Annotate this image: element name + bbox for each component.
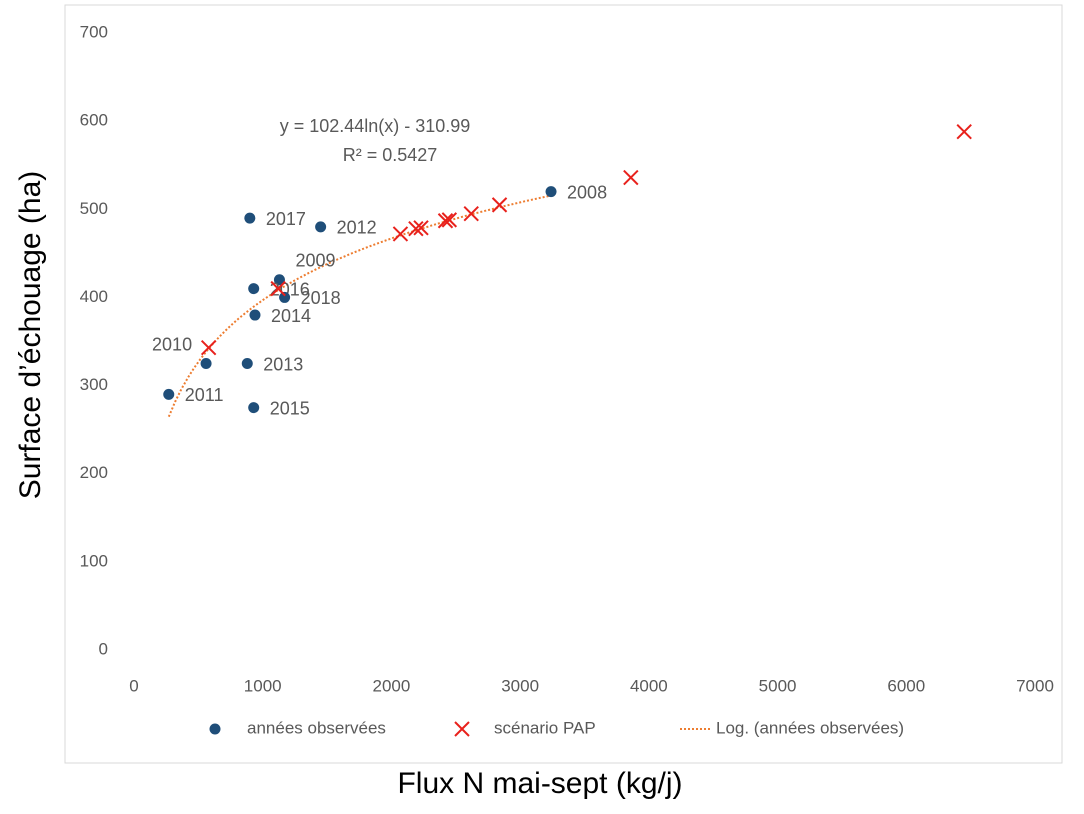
scatter-point: [163, 388, 175, 400]
scatter-point: [315, 221, 327, 233]
y-tick-label: 200: [80, 463, 108, 482]
scatter-point: [437, 213, 454, 229]
data-label: 2018: [301, 288, 341, 308]
data-label: 2009: [295, 251, 335, 271]
x-tick-label: 4000: [630, 676, 668, 695]
y-tick-label: 700: [80, 22, 108, 41]
y-tick-label: 300: [80, 375, 108, 394]
y-tick-label: 600: [80, 111, 108, 130]
scatter-point: [241, 358, 253, 370]
scatter-point: [273, 274, 285, 286]
data-label: 2013: [263, 354, 303, 374]
y-axis-title: Surface d’échouage (ha): [14, 171, 47, 500]
legend-label: Log. (années observées): [716, 718, 904, 737]
scatter-point: [244, 212, 256, 224]
scatter-point: [279, 291, 291, 303]
data-label: 2017: [266, 209, 306, 229]
x-tick-label: 1000: [244, 676, 282, 695]
y-tick-label: 500: [80, 199, 108, 218]
chart-frame: [64, 4, 1063, 764]
data-label: 2008: [567, 182, 607, 202]
data-label: 2011: [185, 385, 224, 405]
scatter-point: [491, 197, 508, 213]
x-tick-label: 3000: [501, 676, 539, 695]
scatter-point: [956, 124, 972, 140]
x-axis-title: Flux N mai-sept (kg/j): [397, 767, 682, 800]
scatter-point: [441, 212, 458, 228]
x-tick-label: 2000: [373, 676, 411, 695]
y-tick-label: 400: [80, 287, 108, 306]
data-label: 2012: [337, 218, 377, 238]
scatter-point: [545, 186, 557, 198]
legend-marker: [209, 723, 221, 735]
equation: y = 102.44ln(x) - 310.99: [280, 116, 471, 136]
trendline: [167, 194, 552, 418]
legend-label: scénario PAP: [494, 718, 596, 737]
scatter-point: [200, 358, 212, 370]
x-tick-label: 6000: [887, 676, 925, 695]
data-label: 2014: [271, 306, 311, 326]
x-tick-label: 7000: [1016, 676, 1054, 695]
y-tick-label: 0: [99, 639, 108, 658]
legend-marker: [454, 721, 470, 737]
scatter-point: [248, 283, 260, 295]
legend-label: années observées: [247, 718, 386, 737]
scatter-point: [392, 226, 409, 242]
x-tick-label: 0: [129, 676, 138, 695]
scatter-point: [408, 220, 424, 237]
scatter-point: [623, 169, 639, 186]
scatter-point: [200, 339, 217, 356]
scatter-point: [413, 220, 429, 236]
x-tick-label: 5000: [759, 676, 797, 695]
scatter-point: [270, 280, 286, 297]
scatter-point: [463, 205, 479, 222]
data-label: 2010: [152, 334, 192, 354]
scatter-point: [248, 402, 260, 414]
r-squared: R² = 0.5427: [343, 145, 438, 165]
data-label: 2016: [270, 279, 310, 299]
y-tick-label: 100: [80, 551, 108, 570]
data-label: 2015: [270, 398, 310, 418]
scatter-point: [249, 309, 261, 321]
